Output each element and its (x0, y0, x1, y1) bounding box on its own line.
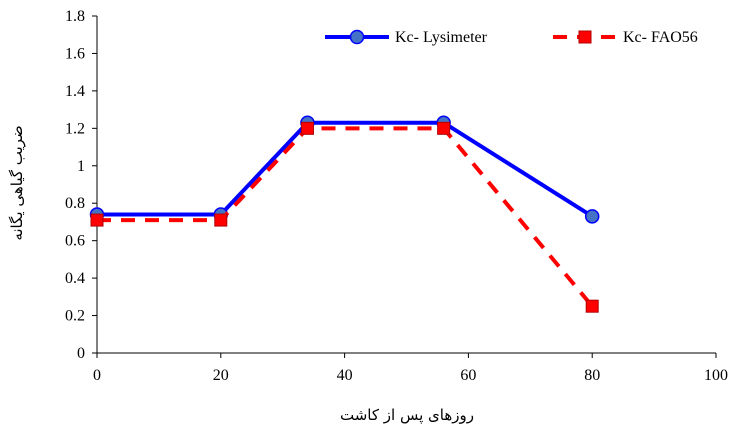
y-tick-label: 1 (77, 158, 85, 175)
x-tick-label: 100 (704, 367, 728, 384)
legend-label: Kc- Lysimeter (395, 29, 488, 46)
legend-label: Kc- FAO56 (623, 29, 698, 46)
series-line (97, 126, 594, 308)
y-tick-label: 0 (77, 345, 85, 362)
y-tick-label: 1.4 (65, 83, 85, 100)
x-ticks: 0 20 40 60 80 100 (93, 353, 728, 384)
y-tick-label: 0.8 (65, 195, 85, 212)
x-tick-label: 20 (213, 367, 229, 384)
data-point (300, 121, 314, 135)
legend-swatch-marker (349, 29, 365, 45)
series-line (97, 120, 594, 219)
data-point (90, 213, 104, 227)
axes: 0 20 40 60 80 100 0 0.2 0.4 0.6 0.8 1 1.2 1.4 1.6 1.8 (65, 8, 728, 384)
series-lysimeter (89, 115, 600, 224)
y-tick-label: 0.6 (65, 233, 85, 250)
y-ticks: 0 0.2 0.4 0.6 0.8 1 1.2 1.4 1.6 1.8 (65, 8, 97, 362)
data-point (437, 121, 451, 135)
legend: Kc- Lysimeter Kc- FAO56 (325, 29, 698, 46)
x-tick-label: 40 (337, 367, 353, 384)
legend-item: Kc- Lysimeter (325, 29, 488, 46)
data-point (585, 299, 599, 313)
x-tick-label: 80 (584, 367, 600, 384)
x-tick-label: 0 (93, 367, 101, 384)
data-point (214, 213, 228, 227)
series-fao56 (90, 121, 599, 313)
y-tick-label: 1.6 (65, 45, 85, 62)
legend-swatch-marker (578, 30, 592, 44)
series-layer (89, 115, 600, 313)
y-tick-label: 0.4 (65, 270, 85, 287)
x-axis-title: روزهای پس از کاشت (340, 406, 474, 425)
data-point (584, 209, 600, 224)
y-tick-label: 1.8 (65, 8, 85, 25)
x-tick-label: 60 (460, 367, 476, 384)
y-tick-label: 1.2 (65, 120, 85, 137)
legend-item: Kc- FAO56 (553, 29, 698, 46)
y-tick-label: 0.2 (65, 308, 85, 325)
y-axis-title: ضریب گیاهی یگانه (8, 125, 26, 240)
